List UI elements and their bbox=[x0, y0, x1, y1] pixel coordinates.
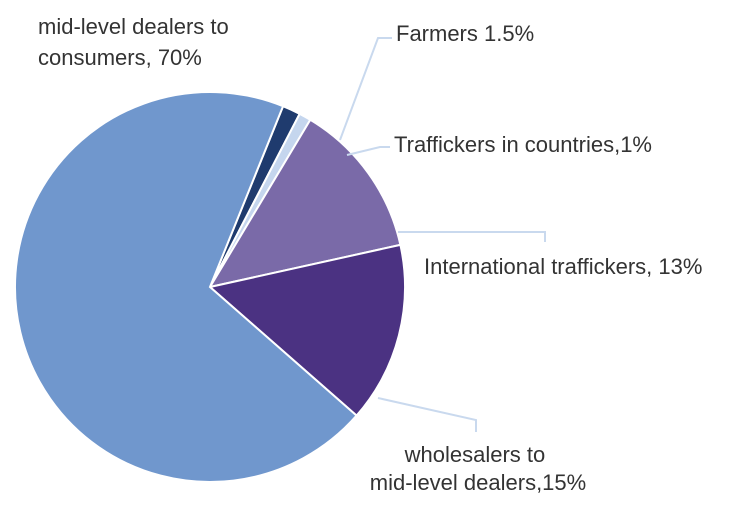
slice-labels: Farmers 1.5% Traffickers in countries,1%… bbox=[38, 14, 702, 495]
slice-label-wholesalers: wholesalers to mid-level dealers,15% bbox=[370, 442, 586, 495]
pie-slices bbox=[13, 91, 406, 483]
slice-label-farmers: Farmers 1.5% bbox=[396, 21, 534, 46]
leader-line-farmers bbox=[339, 37, 392, 141]
slice-label-mid-level-dealers: mid-level dealers to consumers, 70% bbox=[38, 14, 235, 70]
leader-line-wholesalers bbox=[377, 397, 477, 432]
pie-slice-international-traffickers bbox=[207, 118, 402, 289]
slice-label-international-traffickers: International traffickers, 13% bbox=[424, 254, 702, 279]
leader-lines bbox=[339, 37, 546, 432]
leader-line-international-traffickers bbox=[398, 231, 546, 242]
leader-line-traffickers-in-countries bbox=[346, 146, 390, 156]
pie-slice-wholesalers bbox=[207, 243, 406, 417]
slice-label-traffickers-in-countries: Traffickers in countries,1% bbox=[394, 132, 652, 157]
pie-slice-mid-level-dealers bbox=[13, 91, 359, 483]
